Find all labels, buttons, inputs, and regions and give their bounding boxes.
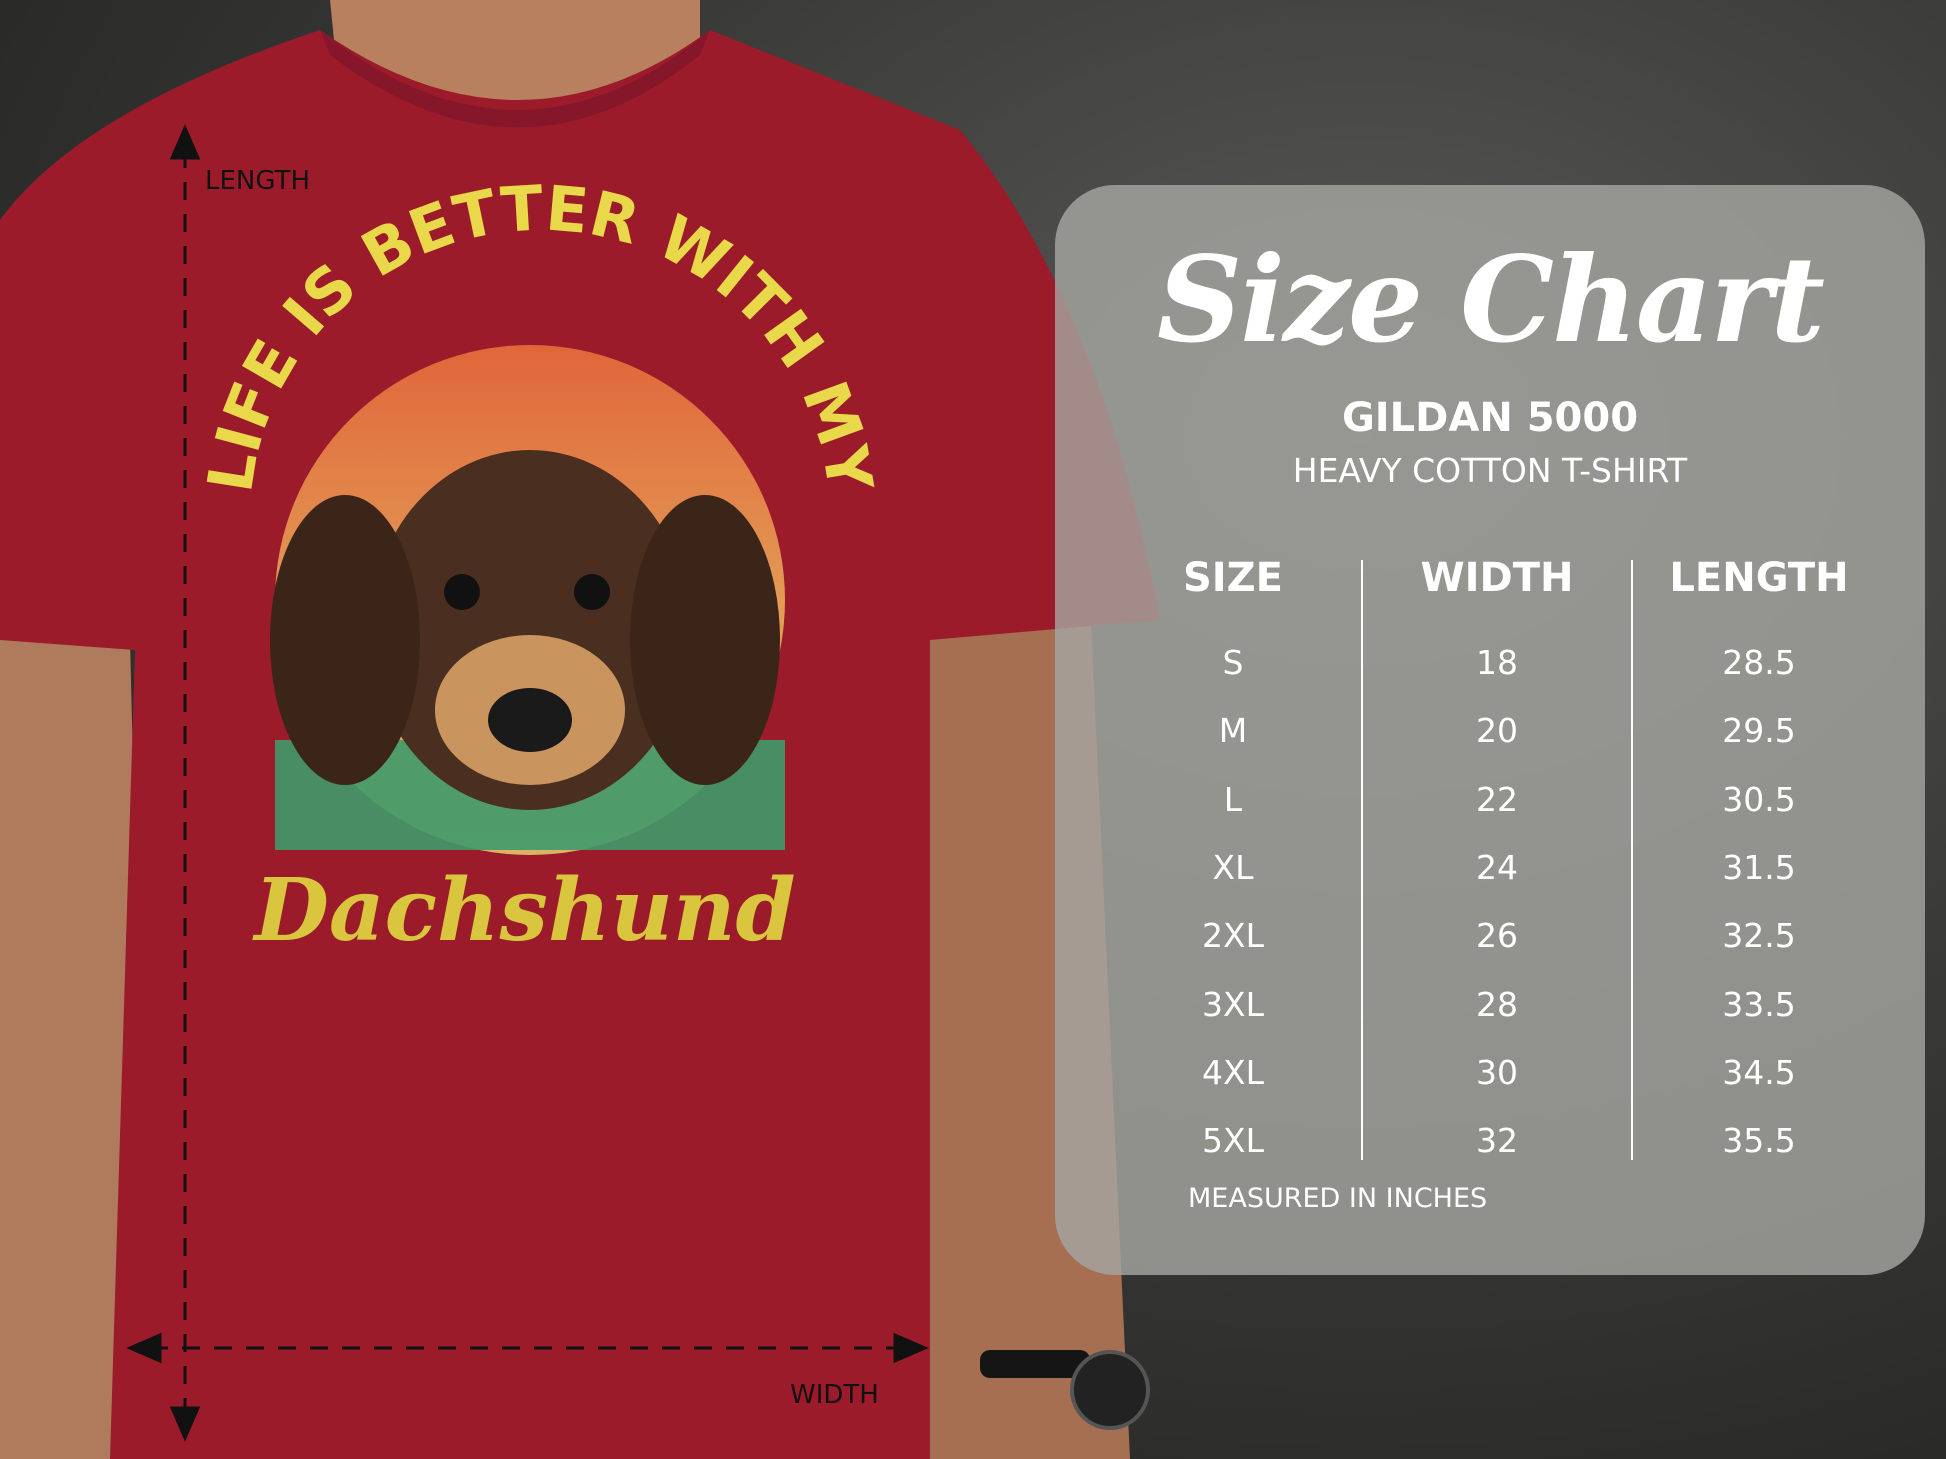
length-label: LENGTH bbox=[205, 166, 311, 196]
column-divider bbox=[1361, 560, 1363, 1160]
width-arrow-left-icon bbox=[126, 1332, 162, 1364]
size-cell: S bbox=[1222, 643, 1244, 682]
width-cell: 20 bbox=[1476, 711, 1518, 751]
measurement-note: MEASURED IN INCHES bbox=[1188, 1183, 1488, 1214]
size-cell: 2XL bbox=[1202, 916, 1264, 956]
size-cell: 5XL bbox=[1202, 1121, 1264, 1161]
length-arrow-down-icon bbox=[169, 1406, 201, 1442]
dog-nose bbox=[488, 688, 572, 752]
length-cell: 28.5 bbox=[1722, 643, 1796, 682]
width-arrow-right-icon bbox=[893, 1332, 929, 1364]
measurement-guides bbox=[126, 124, 929, 1442]
width-cell: 18 bbox=[1476, 643, 1518, 682]
dog-eye-right bbox=[574, 574, 610, 610]
length-cell: 29.5 bbox=[1722, 711, 1796, 751]
design-text-bottom: Dachshund bbox=[251, 860, 795, 961]
length-cell: 33.5 bbox=[1722, 984, 1796, 1024]
left-arm bbox=[0, 620, 150, 1459]
wristwatch-strap bbox=[980, 1350, 1090, 1378]
length-cell: 35.5 bbox=[1722, 1121, 1796, 1161]
width-cell: 30 bbox=[1476, 1052, 1518, 1092]
size-cell: XL bbox=[1212, 847, 1254, 887]
size-cell: 4XL bbox=[1202, 1052, 1264, 1092]
width-cell: 24 bbox=[1476, 847, 1518, 887]
size-cell: L bbox=[1223, 779, 1243, 819]
dog-ear-right bbox=[630, 495, 780, 785]
dog-ear-left bbox=[270, 495, 420, 785]
size-cell: 3XL bbox=[1202, 984, 1264, 1024]
column-header-width: WIDTH bbox=[1420, 555, 1574, 601]
width-cell: 32 bbox=[1476, 1121, 1518, 1161]
length-cell: 30.5 bbox=[1722, 779, 1796, 819]
product-name: HEAVY COTTON T-SHIRT bbox=[1292, 451, 1688, 490]
size-chart-panel: Size Chart GILDAN 5000 HEAVY COTTON T-SH… bbox=[1055, 185, 1925, 1275]
column-header-length: LENGTH bbox=[1669, 555, 1849, 601]
dog-eye-left bbox=[444, 574, 480, 610]
size-chart-title: Size Chart bbox=[1156, 230, 1825, 369]
width-cell: 26 bbox=[1476, 916, 1518, 956]
length-cell: 34.5 bbox=[1722, 1052, 1796, 1092]
size-cell: M bbox=[1218, 711, 1248, 751]
length-cell: 32.5 bbox=[1722, 916, 1796, 956]
column-divider bbox=[1631, 560, 1633, 1160]
wristwatch bbox=[1070, 1350, 1150, 1430]
length-arrow-up-icon bbox=[169, 124, 201, 160]
width-cell: 22 bbox=[1476, 779, 1518, 819]
length-cell: 31.5 bbox=[1722, 847, 1796, 887]
brand-name: GILDAN 5000 bbox=[1341, 395, 1639, 441]
column-header-size: SIZE bbox=[1182, 555, 1284, 601]
width-cell: 28 bbox=[1476, 984, 1518, 1024]
collar bbox=[320, 30, 710, 128]
width-label: WIDTH bbox=[790, 1380, 879, 1410]
